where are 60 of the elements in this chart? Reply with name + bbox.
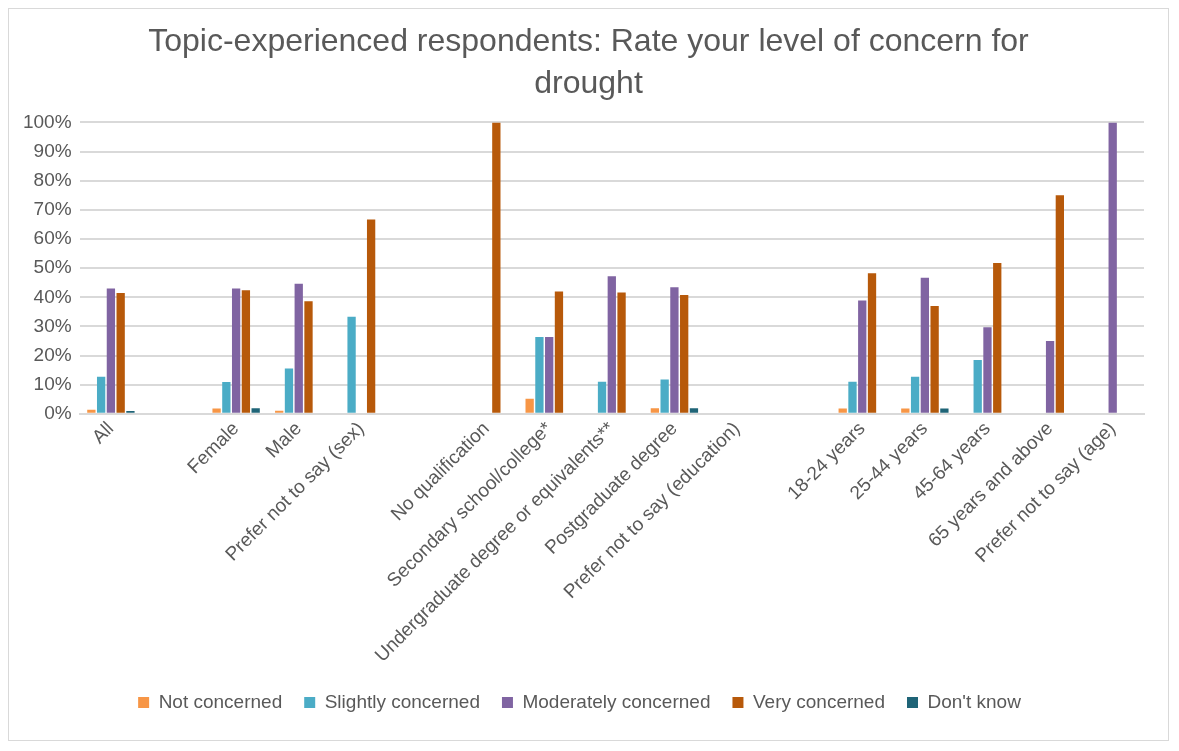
bar — [231, 288, 241, 413]
y-tick-label: 40% — [33, 285, 72, 307]
y-tick-label: 50% — [33, 256, 72, 278]
chart-title: Topic-experienced respondents: Rate your level of concern for drought — [147, 21, 1030, 102]
bar — [304, 301, 313, 413]
bar — [660, 379, 669, 413]
bar — [597, 381, 607, 413]
bar — [930, 306, 939, 413]
legend-label: Very concerned — [752, 690, 885, 712]
bar — [96, 376, 106, 413]
bar — [993, 262, 1002, 413]
bar — [650, 408, 660, 413]
bar — [848, 381, 857, 413]
legend-label: Don't know — [927, 690, 1022, 712]
y-tick-label: 80% — [33, 168, 72, 190]
bar — [920, 277, 930, 413]
bar — [222, 382, 231, 413]
bar — [535, 336, 544, 413]
bar — [689, 408, 699, 413]
bar — [867, 273, 877, 413]
bar — [838, 408, 847, 413]
bar — [116, 292, 125, 413]
bar — [607, 276, 616, 413]
bar — [858, 300, 867, 413]
y-tick-label: 0% — [44, 402, 72, 424]
y-tick-label: 70% — [33, 198, 72, 220]
bar — [241, 290, 251, 413]
bar — [545, 336, 554, 413]
bar — [940, 408, 949, 413]
bar — [251, 408, 260, 413]
bar — [1055, 195, 1064, 413]
bar — [1045, 340, 1055, 413]
y-tick-label: 100% — [22, 110, 72, 132]
legend-label: Moderately concerned — [522, 690, 711, 712]
bar — [492, 122, 501, 413]
legend-label: Not concerned — [158, 690, 283, 712]
y-tick-label: 30% — [33, 314, 72, 336]
legend-label: Slightly concerned — [324, 690, 480, 712]
bar — [617, 292, 626, 413]
bar — [284, 368, 294, 413]
bar — [901, 408, 910, 413]
y-tick-label: 60% — [33, 227, 72, 249]
y-tick-label: 90% — [33, 139, 72, 161]
bar — [366, 219, 376, 413]
bar — [87, 409, 96, 413]
bar — [670, 287, 679, 413]
bar — [1108, 122, 1117, 413]
bar — [294, 283, 303, 413]
bar — [525, 398, 534, 413]
bar — [106, 288, 116, 413]
y-tick-label: 10% — [33, 372, 72, 394]
y-tick-label: 20% — [33, 343, 72, 365]
bar — [554, 291, 564, 413]
bar — [212, 408, 221, 413]
bar — [680, 294, 689, 413]
bar — [347, 316, 356, 413]
bar — [910, 376, 920, 413]
x-tick-label: All — [87, 417, 118, 448]
bar — [983, 327, 992, 413]
bar — [973, 359, 982, 413]
